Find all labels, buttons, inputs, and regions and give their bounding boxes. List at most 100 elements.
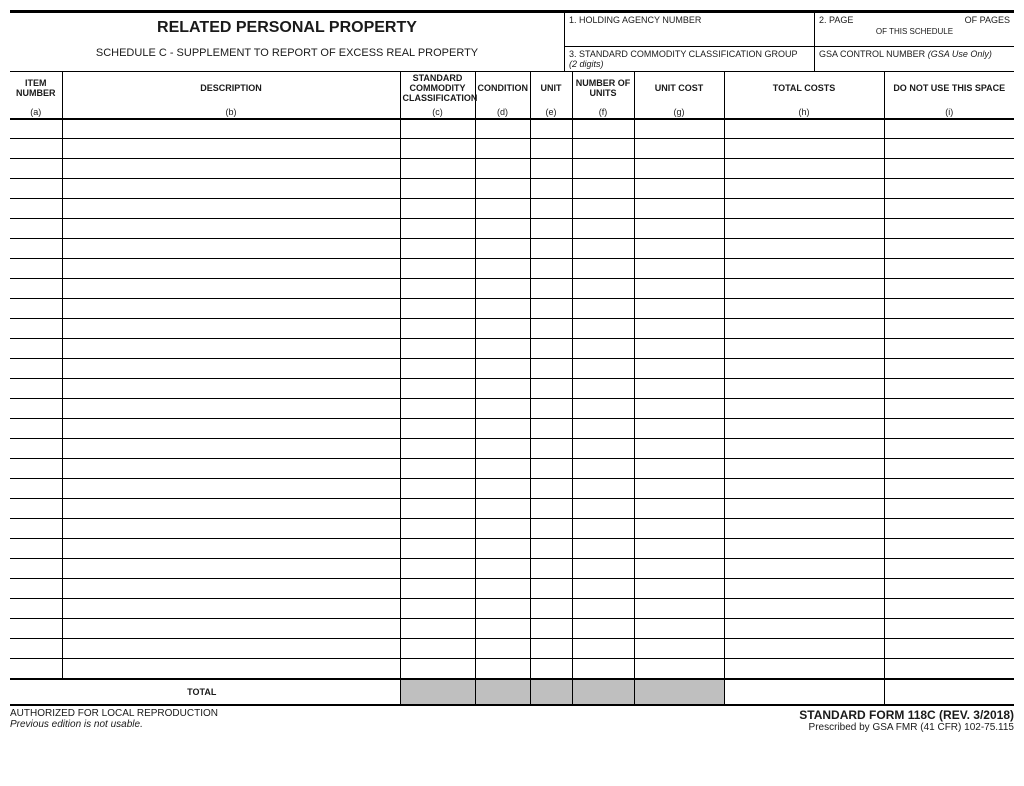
table-cell[interactable] — [400, 539, 475, 559]
table-cell[interactable] — [400, 279, 475, 299]
table-row[interactable] — [10, 659, 1014, 679]
table-cell[interactable] — [572, 299, 634, 319]
table-cell[interactable] — [884, 599, 1014, 619]
table-cell[interactable] — [572, 259, 634, 279]
table-cell[interactable] — [62, 619, 400, 639]
table-cell[interactable] — [724, 399, 884, 419]
table-cell[interactable] — [724, 479, 884, 499]
table-cell[interactable] — [634, 519, 724, 539]
table-cell[interactable] — [62, 359, 400, 379]
table-row[interactable] — [10, 599, 1014, 619]
table-cell[interactable] — [475, 619, 530, 639]
table-cell[interactable] — [475, 259, 530, 279]
table-cell[interactable] — [10, 259, 62, 279]
table-cell[interactable] — [572, 499, 634, 519]
table-cell[interactable] — [10, 419, 62, 439]
table-cell[interactable] — [10, 499, 62, 519]
table-cell[interactable] — [530, 239, 572, 259]
table-cell[interactable] — [572, 139, 634, 159]
table-cell[interactable] — [10, 439, 62, 459]
table-row[interactable] — [10, 579, 1014, 599]
table-cell[interactable] — [884, 139, 1014, 159]
table-cell[interactable] — [884, 319, 1014, 339]
table-cell[interactable] — [62, 239, 400, 259]
table-cell[interactable] — [10, 639, 62, 659]
table-cell[interactable] — [884, 419, 1014, 439]
holding-agency-field[interactable]: 1. HOLDING AGENCY NUMBER — [565, 13, 815, 46]
table-cell[interactable] — [10, 619, 62, 639]
table-cell[interactable] — [634, 479, 724, 499]
table-cell[interactable] — [62, 219, 400, 239]
table-cell[interactable] — [884, 299, 1014, 319]
table-cell[interactable] — [634, 559, 724, 579]
table-cell[interactable] — [572, 559, 634, 579]
table-cell[interactable] — [634, 339, 724, 359]
table-cell[interactable] — [530, 299, 572, 319]
table-cell[interactable] — [530, 279, 572, 299]
table-cell[interactable] — [634, 419, 724, 439]
table-cell[interactable] — [530, 199, 572, 219]
table-cell[interactable] — [530, 319, 572, 339]
table-row[interactable] — [10, 439, 1014, 459]
table-cell[interactable] — [62, 199, 400, 219]
table-row[interactable] — [10, 199, 1014, 219]
table-cell[interactable] — [400, 319, 475, 339]
table-cell[interactable] — [634, 279, 724, 299]
table-row[interactable] — [10, 299, 1014, 319]
table-cell[interactable] — [884, 119, 1014, 139]
table-cell[interactable] — [400, 659, 475, 679]
table-cell[interactable] — [475, 539, 530, 559]
table-cell[interactable] — [530, 639, 572, 659]
table-cell[interactable] — [530, 399, 572, 419]
table-cell[interactable] — [634, 619, 724, 639]
table-cell[interactable] — [530, 339, 572, 359]
table-cell[interactable] — [884, 519, 1014, 539]
table-cell[interactable] — [10, 379, 62, 399]
table-cell[interactable] — [475, 139, 530, 159]
table-cell[interactable] — [884, 259, 1014, 279]
table-cell[interactable] — [634, 239, 724, 259]
table-cell[interactable] — [475, 159, 530, 179]
table-cell[interactable] — [475, 279, 530, 299]
table-cell[interactable] — [475, 359, 530, 379]
table-cell[interactable] — [634, 319, 724, 339]
table-cell[interactable] — [475, 339, 530, 359]
table-cell[interactable] — [10, 339, 62, 359]
table-cell[interactable] — [10, 319, 62, 339]
table-cell[interactable] — [884, 619, 1014, 639]
table-cell[interactable] — [400, 139, 475, 159]
table-cell[interactable] — [530, 139, 572, 159]
table-cell[interactable] — [724, 359, 884, 379]
table-cell[interactable] — [400, 239, 475, 259]
table-cell[interactable] — [634, 179, 724, 199]
table-cell[interactable] — [572, 239, 634, 259]
table-row[interactable] — [10, 219, 1014, 239]
table-cell[interactable] — [572, 619, 634, 639]
table-cell[interactable] — [884, 539, 1014, 559]
table-cell[interactable] — [475, 559, 530, 579]
table-cell[interactable] — [724, 539, 884, 559]
table-cell[interactable] — [572, 399, 634, 419]
table-row[interactable] — [10, 559, 1014, 579]
table-cell[interactable] — [634, 499, 724, 519]
table-cell[interactable] — [475, 179, 530, 199]
table-cell[interactable] — [884, 239, 1014, 259]
table-row[interactable] — [10, 139, 1014, 159]
table-cell[interactable] — [724, 279, 884, 299]
table-cell[interactable] — [400, 639, 475, 659]
table-cell[interactable] — [530, 359, 572, 379]
table-cell[interactable] — [475, 299, 530, 319]
table-cell[interactable] — [724, 559, 884, 579]
table-row[interactable] — [10, 459, 1014, 479]
table-row[interactable] — [10, 539, 1014, 559]
table-cell[interactable] — [634, 199, 724, 219]
table-cell[interactable] — [475, 199, 530, 219]
table-cell[interactable] — [530, 499, 572, 519]
table-cell[interactable] — [530, 539, 572, 559]
table-cell[interactable] — [724, 119, 884, 139]
table-cell[interactable] — [475, 599, 530, 619]
table-row[interactable] — [10, 239, 1014, 259]
table-cell[interactable] — [572, 479, 634, 499]
table-cell[interactable] — [475, 659, 530, 679]
table-cell[interactable] — [400, 459, 475, 479]
